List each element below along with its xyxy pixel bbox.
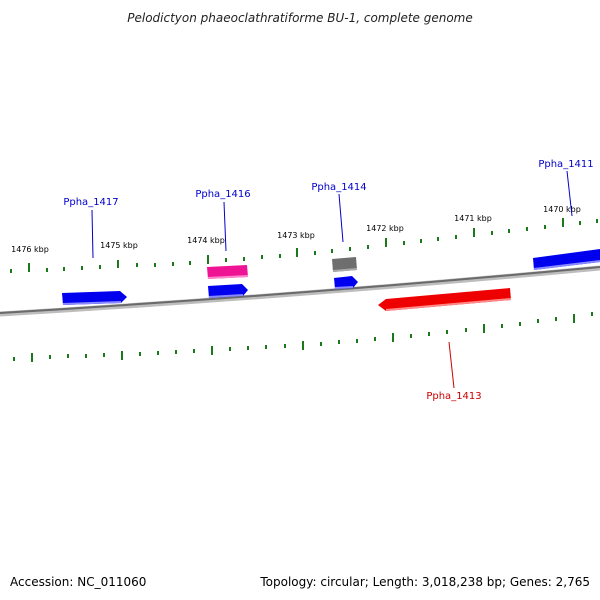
gene-ppha-1416[interactable] bbox=[208, 284, 248, 298]
gene-label-ppha-1411[interactable]: Ppha_1411 bbox=[538, 159, 593, 170]
gene-ppha-1414[interactable] bbox=[334, 276, 358, 289]
gene-features bbox=[62, 249, 600, 311]
scale-label: 1474 kbp bbox=[187, 236, 225, 245]
gene-ppha-1416-pink[interactable] bbox=[207, 265, 249, 279]
scale-label: 1472 kbp bbox=[366, 224, 404, 233]
gene-ppha-1411[interactable] bbox=[533, 249, 600, 270]
scale-label: 1470 kbp bbox=[543, 205, 581, 214]
accession-text: Accession: NC_011060 bbox=[10, 575, 146, 589]
outer-tick-track: 1476 kbp 1475 kbp 1474 kbp 1473 kbp 1472… bbox=[10, 205, 598, 273]
gene-label-group: Ppha_1417 Ppha_1416 Ppha_1414 Ppha_1411 … bbox=[63, 159, 593, 402]
genome-backbone bbox=[0, 265, 600, 317]
scale-label: 1473 kbp bbox=[277, 231, 315, 240]
gene-label-ppha-1414[interactable]: Ppha_1414 bbox=[311, 182, 366, 193]
map-title: Pelodictyon phaeoclathratiforme BU-1, co… bbox=[127, 11, 473, 25]
gene-label-ppha-1416[interactable]: Ppha_1416 bbox=[195, 189, 250, 200]
gene-label-ppha-1417[interactable]: Ppha_1417 bbox=[63, 197, 118, 208]
gene-ppha-1414-gray[interactable] bbox=[332, 257, 358, 272]
gene-ppha-1413[interactable] bbox=[378, 288, 512, 311]
scale-label: 1476 kbp bbox=[11, 245, 49, 254]
inner-tick-track bbox=[13, 312, 593, 362]
gene-label-ppha-1413[interactable]: Ppha_1413 bbox=[426, 391, 481, 402]
outer-ticks bbox=[10, 218, 598, 273]
genome-summary-text: Topology: circular; Length: 3,018,238 bp… bbox=[259, 575, 590, 589]
scale-label: 1475 kbp bbox=[100, 241, 138, 250]
gene-ppha-1417[interactable] bbox=[62, 291, 127, 305]
scale-label: 1471 kbp bbox=[454, 214, 492, 223]
